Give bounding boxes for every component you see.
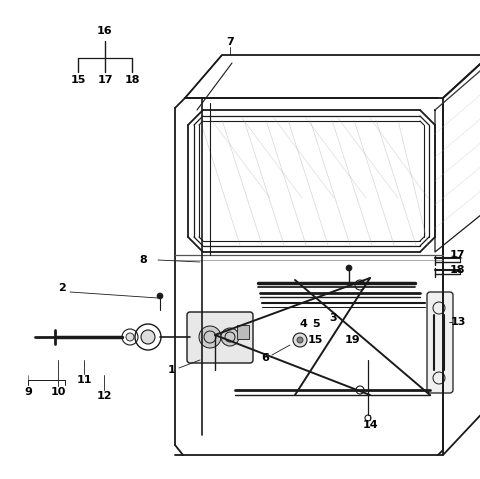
Text: 1: 1 (168, 365, 176, 375)
Text: 16: 16 (97, 26, 113, 36)
Text: 17: 17 (97, 75, 113, 85)
Circle shape (356, 386, 364, 394)
Circle shape (293, 333, 307, 347)
Text: 14: 14 (362, 420, 378, 430)
Text: 3: 3 (329, 313, 337, 323)
Circle shape (355, 280, 365, 290)
Text: 11: 11 (76, 375, 92, 385)
Text: 6: 6 (261, 353, 269, 363)
Text: 7: 7 (226, 37, 234, 47)
FancyBboxPatch shape (427, 292, 453, 393)
Text: 15: 15 (70, 75, 86, 85)
Circle shape (126, 333, 134, 341)
Circle shape (157, 293, 163, 299)
FancyBboxPatch shape (187, 312, 253, 363)
Text: 17: 17 (449, 250, 465, 260)
Text: 4: 4 (299, 319, 307, 329)
Circle shape (199, 326, 221, 348)
Text: 15: 15 (307, 335, 323, 345)
Text: 10: 10 (50, 387, 66, 397)
Text: 12: 12 (96, 391, 112, 401)
Circle shape (346, 265, 352, 271)
Text: 13: 13 (450, 317, 466, 327)
Text: 19: 19 (344, 335, 360, 345)
Text: 18: 18 (449, 265, 465, 275)
FancyBboxPatch shape (237, 325, 249, 339)
Text: 18: 18 (124, 75, 140, 85)
Circle shape (221, 328, 239, 346)
Circle shape (297, 337, 303, 343)
Text: 2: 2 (58, 283, 66, 293)
Text: 8: 8 (139, 255, 147, 265)
Text: 9: 9 (24, 387, 32, 397)
Circle shape (141, 330, 155, 344)
Text: 5: 5 (312, 319, 320, 329)
